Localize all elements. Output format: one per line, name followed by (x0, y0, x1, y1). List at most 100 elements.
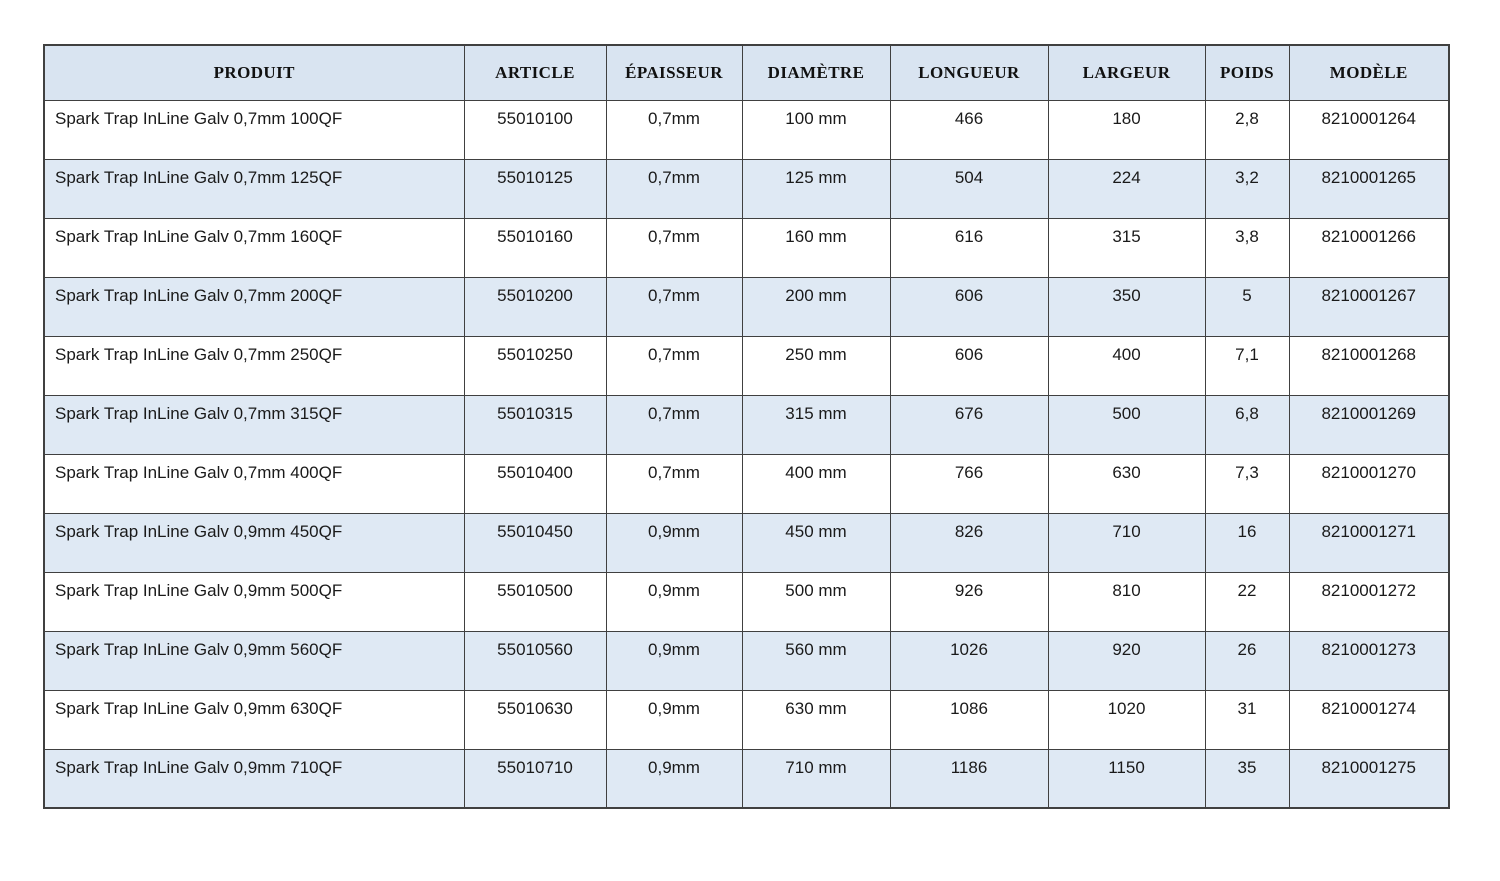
table-cell-epaisseur: 0,9mm (605, 630, 743, 691)
table-cell-modele: 8210001267 (1288, 276, 1450, 337)
table-cell-diametre: 500 mm (741, 571, 891, 632)
table-cell-diametre: 250 mm (741, 335, 891, 396)
table-cell-epaisseur: 0,9mm (605, 689, 743, 750)
table-row: Spark Trap InLine Galv 0,7mm 315QF 550103… (43, 394, 1450, 455)
table-cell-diametre: 450 mm (741, 512, 891, 573)
table-cell-diametre: 100 mm (741, 99, 891, 160)
table-cell-diametre: 400 mm (741, 453, 891, 514)
table-cell-largeur: 630 (1047, 453, 1206, 514)
table-cell-produit: Spark Trap InLine Galv 0,7mm 160QF (43, 217, 465, 278)
table-cell-produit: Spark Trap InLine Galv 0,7mm 250QF (43, 335, 465, 396)
table-cell-epaisseur: 0,7mm (605, 217, 743, 278)
table-row: Spark Trap InLine Galv 0,9mm 560QF 550105… (43, 630, 1450, 691)
column-header-poids: POIDS (1204, 44, 1290, 101)
table-cell-diametre: 560 mm (741, 630, 891, 691)
table-cell-produit: Spark Trap InLine Galv 0,7mm 200QF (43, 276, 465, 337)
table-cell-modele: 8210001268 (1288, 335, 1450, 396)
table-cell-longueur: 1086 (889, 689, 1049, 750)
table-cell-article: 55010400 (463, 453, 607, 514)
table-cell-article: 55010160 (463, 217, 607, 278)
table-cell-diametre: 160 mm (741, 217, 891, 278)
table-row: Spark Trap InLine Galv 0,7mm 200QF 550102… (43, 276, 1450, 337)
table-cell-poids: 22 (1204, 571, 1290, 632)
table-cell-longueur: 466 (889, 99, 1049, 160)
table-cell-diametre: 125 mm (741, 158, 891, 219)
table-cell-largeur: 350 (1047, 276, 1206, 337)
table-cell-epaisseur: 0,7mm (605, 158, 743, 219)
table-cell-article: 55010125 (463, 158, 607, 219)
table-cell-longueur: 1186 (889, 748, 1049, 809)
table-cell-longueur: 616 (889, 217, 1049, 278)
table-cell-longueur: 1026 (889, 630, 1049, 691)
table-cell-article: 55010450 (463, 512, 607, 573)
table-row: Spark Trap InLine Galv 0,7mm 160QF 550101… (43, 217, 1450, 278)
column-header-article: ARTICLE (463, 44, 607, 101)
table-cell-poids: 3,8 (1204, 217, 1290, 278)
table-cell-longueur: 926 (889, 571, 1049, 632)
table-cell-diametre: 200 mm (741, 276, 891, 337)
table-row: Spark Trap InLine Galv 0,9mm 500QF 550105… (43, 571, 1450, 632)
table-cell-epaisseur: 0,7mm (605, 99, 743, 160)
table-cell-diametre: 630 mm (741, 689, 891, 750)
table-cell-article: 55010315 (463, 394, 607, 455)
table-cell-longueur: 676 (889, 394, 1049, 455)
table-cell-article: 55010630 (463, 689, 607, 750)
table-cell-modele: 8210001269 (1288, 394, 1450, 455)
table-row: Spark Trap InLine Galv 0,9mm 710QF 550107… (43, 748, 1450, 809)
table-cell-produit: Spark Trap InLine Galv 0,9mm 630QF (43, 689, 465, 750)
table-cell-largeur: 1020 (1047, 689, 1206, 750)
table-cell-article: 55010250 (463, 335, 607, 396)
table-cell-produit: Spark Trap InLine Galv 0,7mm 315QF (43, 394, 465, 455)
table-cell-epaisseur: 0,9mm (605, 571, 743, 632)
table-cell-modele: 8210001273 (1288, 630, 1450, 691)
table-cell-epaisseur: 0,7mm (605, 335, 743, 396)
table-cell-poids: 16 (1204, 512, 1290, 573)
table-row: Spark Trap InLine Galv 0,7mm 400QF 550104… (43, 453, 1450, 514)
table-cell-epaisseur: 0,7mm (605, 276, 743, 337)
table-cell-longueur: 606 (889, 335, 1049, 396)
table-cell-diametre: 710 mm (741, 748, 891, 809)
table-cell-longueur: 826 (889, 512, 1049, 573)
table-cell-largeur: 180 (1047, 99, 1206, 160)
table-row: Spark Trap InLine Galv 0,9mm 630QF 550106… (43, 689, 1450, 750)
table-cell-produit: Spark Trap InLine Galv 0,7mm 125QF (43, 158, 465, 219)
table-cell-largeur: 710 (1047, 512, 1206, 573)
table-cell-produit: Spark Trap InLine Galv 0,9mm 500QF (43, 571, 465, 632)
table-cell-produit: Spark Trap InLine Galv 0,9mm 450QF (43, 512, 465, 573)
table-cell-produit: Spark Trap InLine Galv 0,7mm 100QF (43, 99, 465, 160)
table-cell-produit: Spark Trap InLine Galv 0,9mm 710QF (43, 748, 465, 809)
table-cell-poids: 31 (1204, 689, 1290, 750)
table-cell-largeur: 400 (1047, 335, 1206, 396)
table-cell-article: 55010560 (463, 630, 607, 691)
table-cell-largeur: 500 (1047, 394, 1206, 455)
table-cell-epaisseur: 0,9mm (605, 748, 743, 809)
table-cell-longueur: 606 (889, 276, 1049, 337)
table-cell-longueur: 766 (889, 453, 1049, 514)
column-header-longueur: LONGUEUR (889, 44, 1049, 101)
table-cell-diametre: 315 mm (741, 394, 891, 455)
table-cell-modele: 8210001272 (1288, 571, 1450, 632)
table-row: Spark Trap InLine Galv 0,9mm 450QF 550104… (43, 512, 1450, 573)
table-cell-modele: 8210001264 (1288, 99, 1450, 160)
table-cell-poids: 5 (1204, 276, 1290, 337)
table-cell-epaisseur: 0,9mm (605, 512, 743, 573)
table-cell-largeur: 810 (1047, 571, 1206, 632)
table-cell-modele: 8210001266 (1288, 217, 1450, 278)
product-spec-table: PRODUIT ARTICLE ÉPAISSEUR DIAMÈTRE LONGU… (43, 44, 1450, 809)
table-cell-article: 55010200 (463, 276, 607, 337)
column-header-produit: PRODUIT (43, 44, 465, 101)
table-cell-largeur: 315 (1047, 217, 1206, 278)
table-cell-epaisseur: 0,7mm (605, 394, 743, 455)
table-cell-modele: 8210001271 (1288, 512, 1450, 573)
table-cell-article: 55010710 (463, 748, 607, 809)
table-cell-epaisseur: 0,7mm (605, 453, 743, 514)
table-cell-produit: Spark Trap InLine Galv 0,9mm 560QF (43, 630, 465, 691)
table-cell-poids: 2,8 (1204, 99, 1290, 160)
column-header-largeur: LARGEUR (1047, 44, 1206, 101)
table-cell-poids: 3,2 (1204, 158, 1290, 219)
table-row: Spark Trap InLine Galv 0,7mm 125QF 550101… (43, 158, 1450, 219)
table-body: Spark Trap InLine Galv 0,7mm 100QF 550101… (43, 99, 1450, 809)
table-cell-modele: 8210001275 (1288, 748, 1450, 809)
table-cell-poids: 26 (1204, 630, 1290, 691)
